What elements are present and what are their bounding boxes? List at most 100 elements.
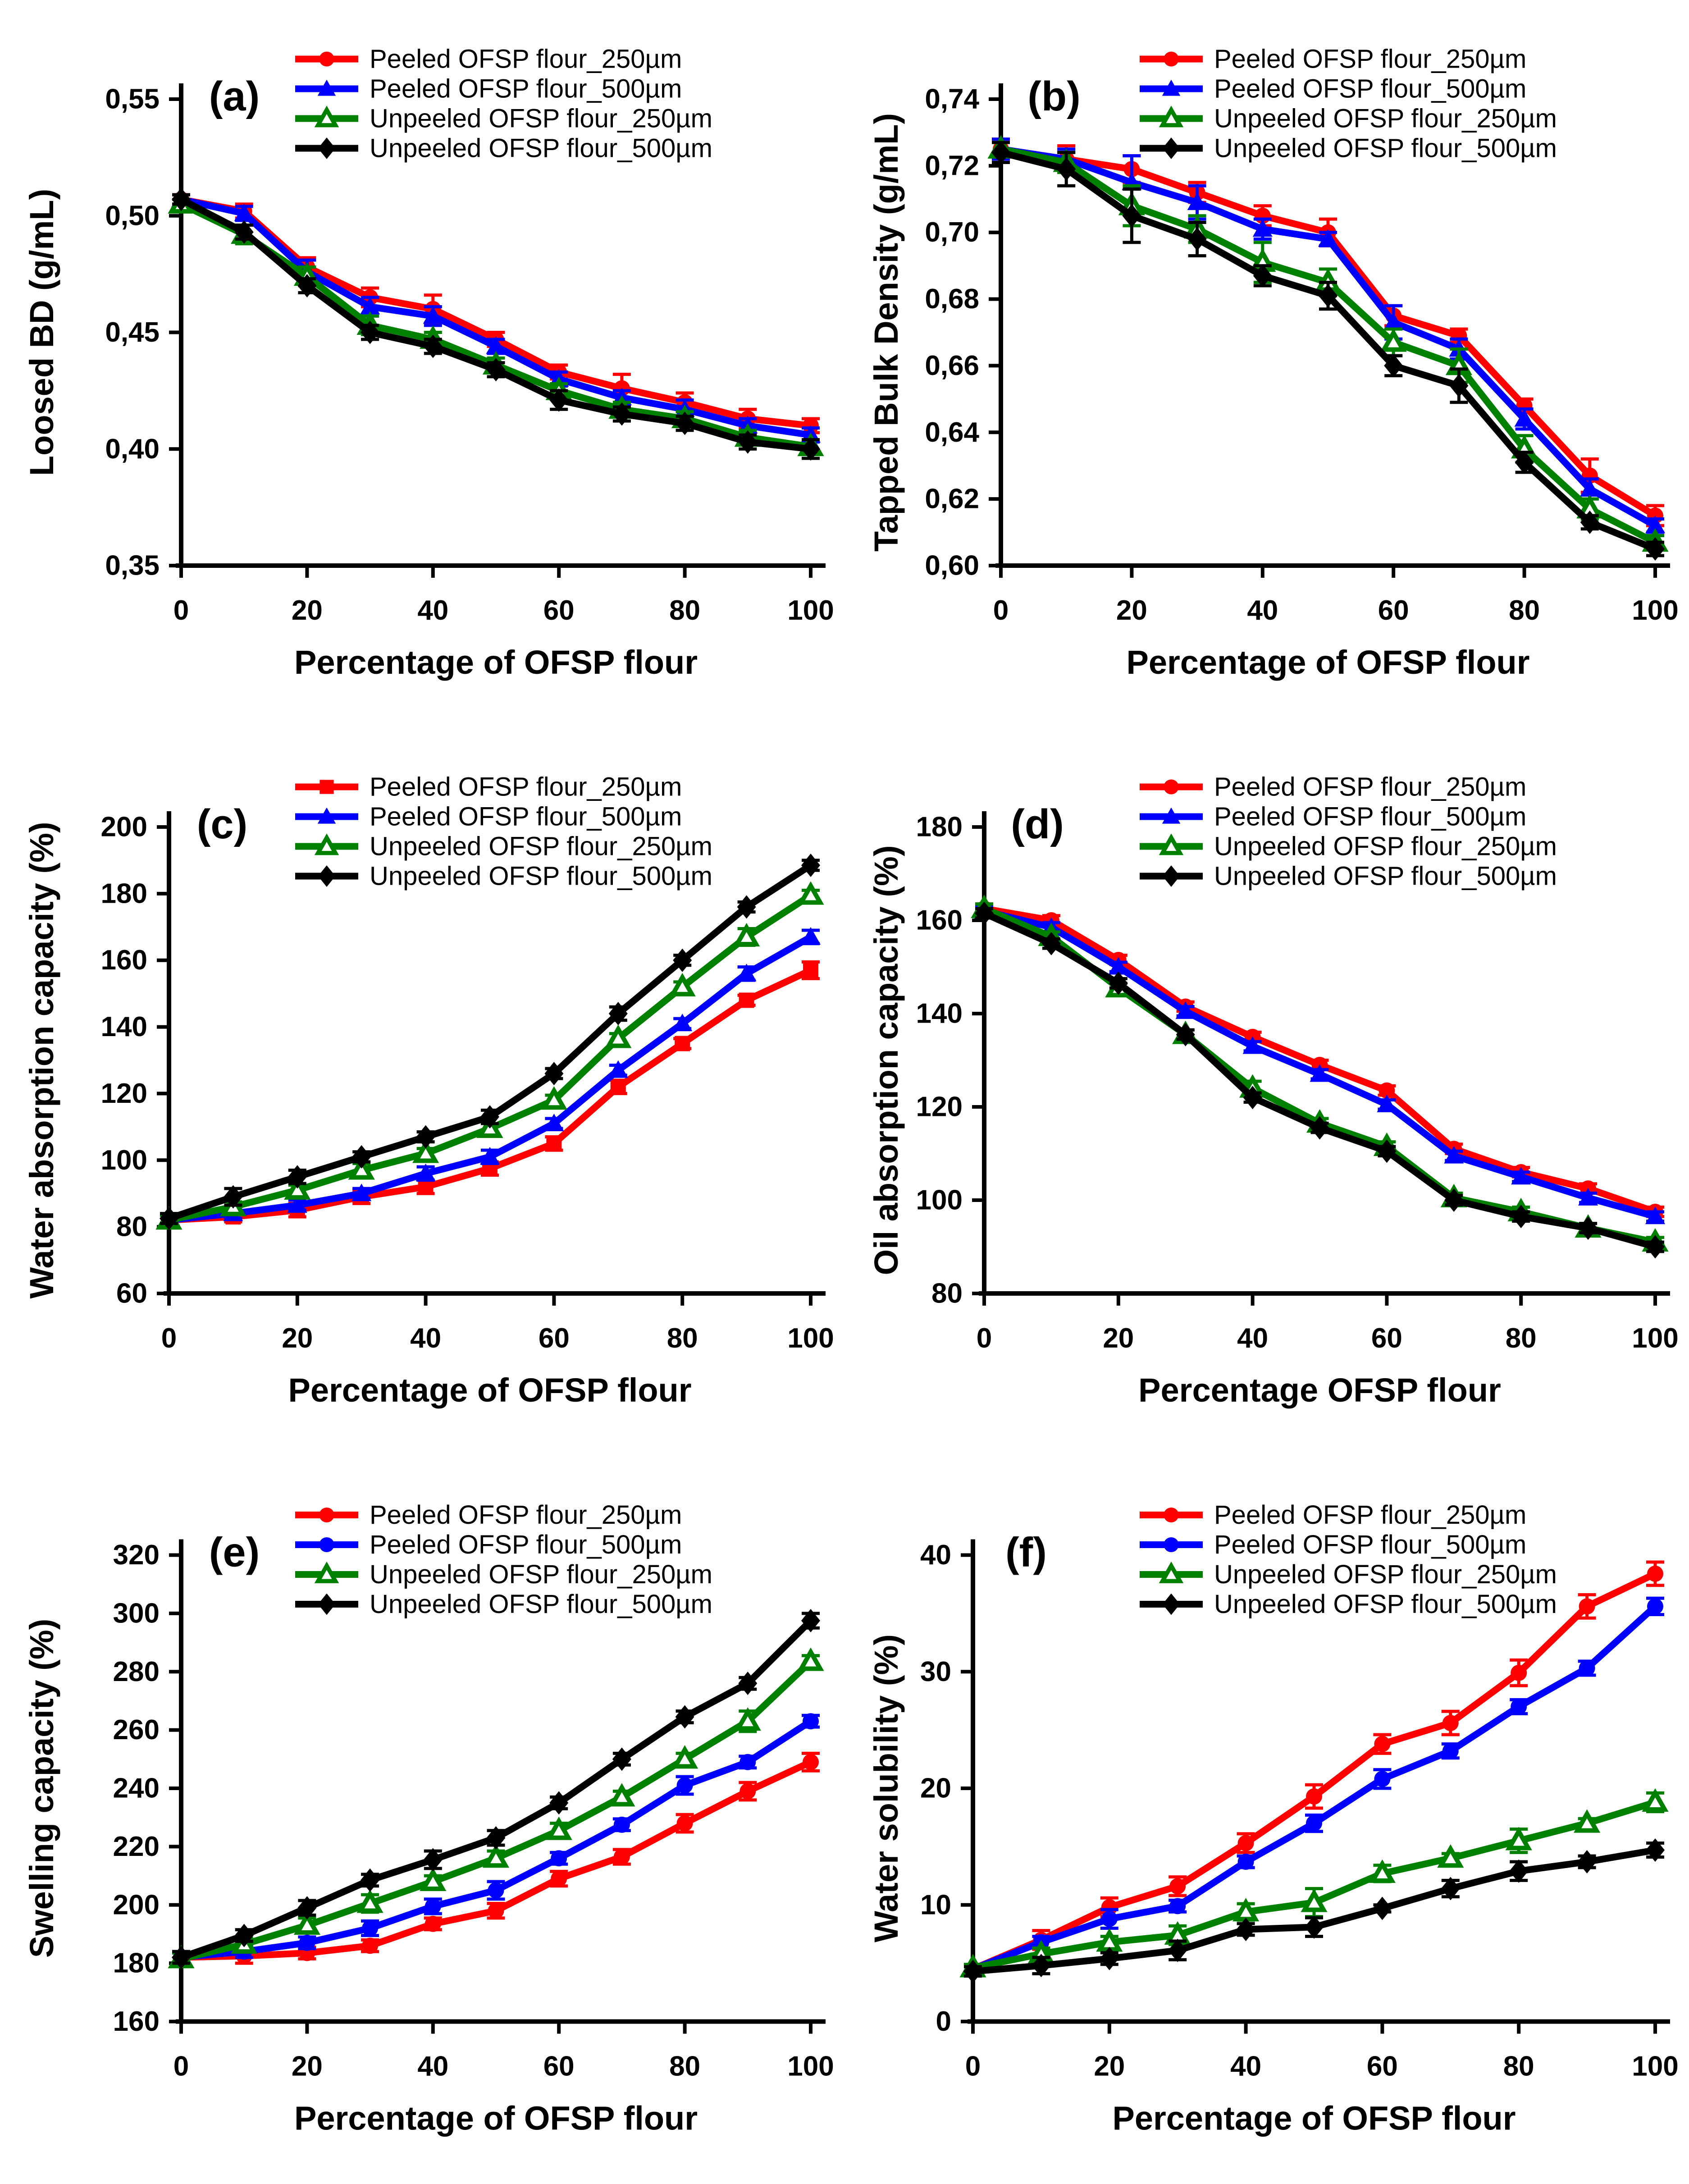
square-marker (610, 1079, 626, 1095)
chart-water-absorption-capacity: 60 80 100 120 140 160 180 200 0 20 40 60 80 100 Water … (23, 772, 834, 1409)
y-tick-label: 0,66 (925, 350, 979, 381)
open-triangle-marker (293, 1911, 320, 1935)
axes: 60 80 100 120 140 160 180 200 0 20 40 60 80 100 (101, 811, 834, 1354)
series-Peeled OFSP flour_500µm (991, 137, 1665, 534)
open-triangle-marker (797, 881, 824, 905)
open-triangle-marker (1159, 105, 1184, 128)
triangle-marker (544, 1113, 564, 1131)
y-tick-label: 0,50 (105, 200, 160, 231)
triangle-marker (287, 1195, 307, 1213)
diamond-marker (1577, 1850, 1597, 1874)
axes: 160 180 200 220 240 260 280 300 320 0 20 40 60 80 100 (113, 1539, 834, 2082)
#FF0000-circle-marker (362, 1937, 379, 1954)
diamond-marker (1444, 1188, 1464, 1212)
#FF0000-circle-marker (1237, 1835, 1254, 1851)
y-tick-label: 20 (920, 1773, 951, 1804)
open-triangle-marker (671, 1745, 698, 1769)
series-Peeled OFSP flour_500µm (159, 927, 821, 1228)
series-Peeled OFSP flour_500µm (172, 1713, 820, 1966)
#0000FF-circle-marker (1306, 1815, 1322, 1832)
#0000FF-circle-marker (1374, 1771, 1391, 1787)
diamond-marker (549, 388, 569, 412)
legend-label: Unpeeled OFSP flour_500µm (1214, 134, 1557, 163)
panel-letter: (e) (209, 1530, 260, 1576)
y-tick-label: 180 (916, 812, 963, 843)
#0000FF-circle-marker (1169, 1898, 1186, 1914)
#0000FF-circle-marker (1101, 1910, 1118, 1927)
x-tick-label: 0 (977, 1323, 992, 1354)
#0000FF-circle-marker (1511, 1698, 1527, 1715)
diamond-marker (1509, 1859, 1529, 1883)
y-tick-label: 140 (101, 1011, 147, 1042)
diamond-marker (673, 948, 692, 972)
panel-a: 0,35 0,40 0,45 0,50 0,55 0 20 40 60 80 100 Loosed B… (0, 0, 844, 728)
#0000FF-circle-marker (1164, 1537, 1179, 1553)
x-tick-label: 20 (292, 595, 323, 626)
#FF0000-circle-marker (425, 1915, 441, 1932)
panel-e: 160 180 200 220 240 260 280 300 320 0 20 40 60 80 100 S… (0, 1456, 844, 2184)
x-tick-label: 20 (282, 1323, 313, 1354)
diamond-marker (160, 1206, 178, 1230)
square-marker (739, 992, 754, 1008)
diamond-marker (297, 274, 317, 297)
legend-label: Unpeeled OFSP flour_250µm (1214, 104, 1557, 133)
diamond-marker (801, 1609, 820, 1633)
diamond-marker (1041, 932, 1061, 955)
open-triangle-marker (669, 973, 696, 996)
diamond-marker (1449, 374, 1469, 398)
triangle-marker (1578, 1188, 1598, 1206)
#0000FF-circle-marker (676, 1777, 693, 1794)
panel-letter: (f) (1005, 1530, 1047, 1576)
legend-label: Peeled OFSP flour_500µm (1214, 74, 1526, 104)
triangle-marker (1187, 192, 1207, 210)
series-Unpeeled OFSP flour_500µm (172, 1609, 820, 1969)
diamond-marker (1236, 1918, 1255, 1942)
y-tick-label: 180 (101, 878, 147, 909)
panel-letter: (b) (1027, 73, 1080, 119)
x-tick-label: 60 (1367, 2051, 1398, 2082)
chart-loosed-bd: 0,35 0,40 0,45 0,50 0,55 0 20 40 60 80 100 Loosed B… (23, 45, 834, 681)
series-Unpeeled OFSP flour_500µm (172, 187, 820, 461)
y-tick-label: 0,55 (105, 84, 160, 115)
diamond-marker (608, 1002, 628, 1025)
legend-label: Peeled OFSP flour_500µm (370, 1530, 682, 1559)
diamond-marker (1109, 971, 1128, 995)
y-tick-label: 100 (916, 1185, 963, 1216)
x-tick-label: 80 (669, 2051, 700, 2082)
legend-label: Peeled OFSP flour_250µm (370, 45, 682, 74)
diamond-marker (1305, 1915, 1324, 1939)
#0000FF-circle-marker (362, 1920, 379, 1937)
open-triangle-marker (605, 1024, 632, 1048)
diamond-marker (738, 430, 758, 454)
y-tick-label: 120 (101, 1078, 147, 1109)
triangle-marker (1645, 1206, 1665, 1225)
x-tick-label: 0 (161, 1323, 177, 1354)
diamond-marker (486, 358, 506, 382)
triangle-marker (1310, 1064, 1330, 1082)
y-axis-title: Tapped Bulk Density (g/mL) (867, 113, 905, 552)
open-triangle-marker (482, 1844, 510, 1868)
diamond-marker (234, 1924, 254, 1947)
x-tick-label: 40 (417, 595, 448, 626)
y-tick-label: 0,70 (925, 217, 979, 248)
triangle-marker (1162, 79, 1181, 96)
x-tick-label: 100 (787, 1323, 834, 1354)
#0000FF-circle-marker (425, 1898, 441, 1914)
triangle-marker (801, 927, 821, 945)
legend-label: Peeled OFSP flour_500µm (1214, 1530, 1526, 1559)
diamond-marker (1646, 1235, 1665, 1259)
triangle-marker (1175, 1001, 1196, 1019)
x-tick-label: 40 (1230, 2051, 1261, 2082)
x-tick-label: 100 (1632, 1323, 1678, 1354)
#FF0000-circle-marker (740, 1783, 756, 1800)
y-tick-label: 0,68 (925, 283, 979, 315)
triangle-marker (1242, 1036, 1263, 1054)
x-tick-label: 60 (1378, 595, 1409, 626)
#FF0000-circle-marker (803, 1754, 819, 1770)
y-tick-label: 300 (113, 1598, 160, 1629)
diamond-marker (1032, 1954, 1051, 1978)
y-tick-label: 0 (936, 2006, 951, 2037)
triangle-marker (1514, 409, 1534, 427)
